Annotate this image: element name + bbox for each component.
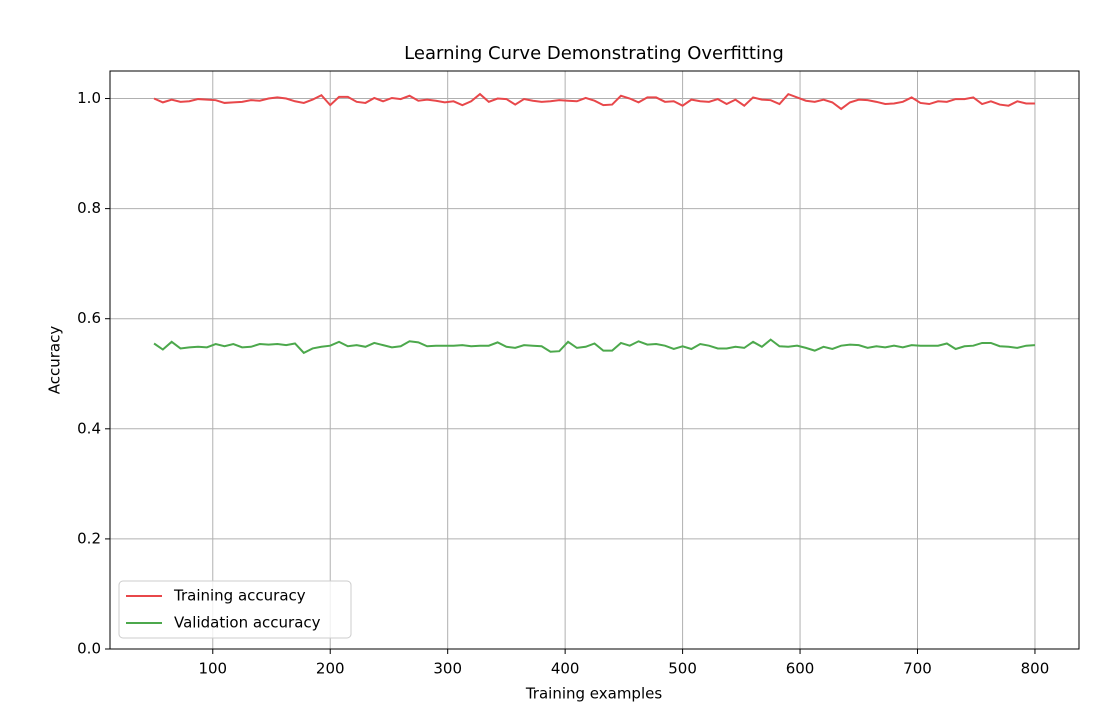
y-tick-label: 0.0 (77, 640, 101, 658)
x-tick-label: 700 (903, 660, 932, 678)
x-tick-label: 300 (433, 660, 462, 678)
series-line (153, 338, 1036, 355)
y-tick-label: 0.2 (77, 529, 101, 547)
y-tick-label: 0.8 (77, 199, 101, 217)
legend-label: Validation accuracy (174, 614, 321, 632)
x-tick-label: 600 (786, 660, 815, 678)
x-tick-label: 100 (198, 660, 227, 678)
y-tick-label: 1.0 (77, 89, 101, 107)
x-tick-label: 400 (551, 660, 580, 678)
y-tick-label: 0.4 (77, 419, 101, 437)
plot-frame (109, 70, 1080, 650)
legend-label: Training accuracy (173, 587, 306, 605)
x-axis-label: Training examples (525, 685, 663, 703)
chart-title: Learning Curve Demonstrating Overfitting (404, 43, 784, 64)
x-tick-label: 800 (1021, 660, 1050, 678)
y-tick-label: 0.6 (77, 309, 101, 327)
legend-box (118, 580, 352, 639)
series-line (153, 92, 1035, 111)
x-tick-label: 200 (316, 660, 345, 678)
x-tick-label: 500 (668, 660, 697, 678)
y-axis-label: Accuracy (46, 326, 64, 395)
